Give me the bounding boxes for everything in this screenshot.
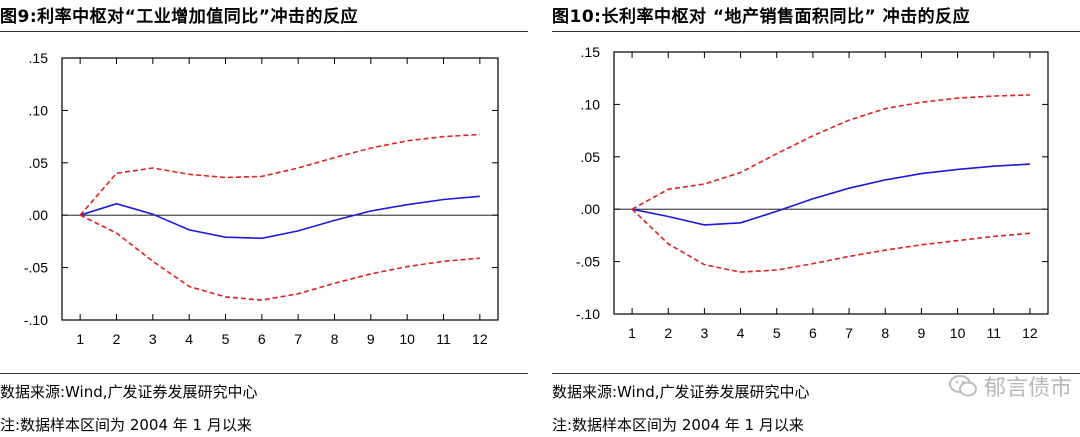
- x-tick-label: 8: [881, 325, 889, 341]
- x-tick-label: 4: [737, 325, 745, 341]
- x-tick-label: 1: [76, 331, 84, 347]
- wechat-icon: [948, 375, 977, 397]
- x-tick-label: 2: [113, 331, 121, 347]
- figure-title: 图10:长利率中枢对 “地产销售面积同比” 冲击的反应: [552, 7, 971, 27]
- y-tick-label: -.10: [576, 306, 600, 322]
- x-tick-label: 7: [294, 331, 302, 347]
- figure-panel-9: 图9:利率中枢对“工业增加值同比”冲击的反应 .15 .10 .05 .00 -.05 -…: [0, 0, 528, 437]
- x-tick-label: 11: [986, 325, 1001, 341]
- confidence-band-line: [631, 94, 1030, 210]
- x-tick-label: 4: [185, 331, 193, 347]
- x-tick-label: 12: [472, 331, 488, 347]
- impulse-response-line: [631, 163, 1030, 226]
- data-source: 数据来源:Wind,广发证券发展研究中心: [0, 383, 258, 401]
- plot-frame: [61, 57, 499, 321]
- x-tick-label: 8: [331, 331, 339, 347]
- impulse-response-chart: .15.10.05.00-.05-.101 2 3 4 5 6 7 8 9 10 11 12: [576, 44, 1049, 341]
- x-tick-label: 10: [950, 325, 966, 341]
- plot-frame: [613, 51, 1049, 315]
- x-tick-label: 12: [1022, 325, 1038, 341]
- x-tick-label: 11: [436, 331, 451, 347]
- sample-note: 注:数据样本区间为 2004 年 1 月以来: [0, 416, 252, 434]
- source-divider: [552, 373, 1080, 374]
- x-tick-label: 2: [664, 325, 672, 341]
- watermark-text: 郁言债市: [983, 376, 1072, 401]
- x-tick-label: 10: [399, 331, 415, 347]
- watermark: 郁言债市: [948, 370, 1072, 402]
- x-tick-label: 9: [918, 325, 926, 341]
- y-tick-label: .00: [581, 201, 601, 217]
- confidence-band-line: [79, 214, 480, 301]
- x-tick-label: 9: [367, 331, 375, 347]
- sample-note: 注:数据样本区间为 2004 年 1 月以来: [552, 416, 804, 434]
- x-tick-label: 5: [773, 325, 781, 341]
- y-tick-label: .15: [29, 50, 49, 66]
- confidence-band-line: [631, 208, 1030, 273]
- figure-title: 图9:利率中枢对“工业增加值同比”冲击的反应: [0, 7, 358, 27]
- impulse-response-line: [79, 195, 480, 240]
- data-source: 数据来源:Wind,广发证券发展研究中心: [552, 383, 810, 401]
- x-tick-label: 6: [809, 325, 817, 341]
- confidence-band-line: [79, 133, 480, 216]
- y-tick-label: -.10: [24, 312, 48, 328]
- x-tick-label: 1: [628, 325, 636, 341]
- x-tick-label: 7: [845, 325, 853, 341]
- source-divider: [0, 373, 528, 374]
- x-tick-label: 6: [258, 331, 266, 347]
- impulse-response-chart: .15.10.05.00-.05-.101 2 3 4 5 6 7 8 9 10 11 12: [24, 50, 499, 347]
- y-tick-label: .05: [581, 149, 601, 165]
- y-tick-label: .10: [29, 102, 49, 118]
- figure-panel-10: 图10:长利率中枢对 “地产销售面积同比” 冲击的反应 .15 .10 .05 .00…: [552, 0, 1080, 437]
- y-tick-label: -.05: [24, 260, 48, 276]
- x-tick-label: 3: [701, 325, 709, 341]
- title-divider: [0, 31, 528, 32]
- y-tick-label: .15: [581, 44, 601, 60]
- y-tick-label: .10: [581, 96, 601, 112]
- x-tick-label: 3: [149, 331, 157, 347]
- x-tick-label: 5: [222, 331, 230, 347]
- y-tick-label: .05: [29, 155, 49, 171]
- y-tick-label: .00: [29, 207, 49, 223]
- title-divider: [552, 31, 1080, 32]
- y-tick-label: -.05: [576, 254, 600, 270]
